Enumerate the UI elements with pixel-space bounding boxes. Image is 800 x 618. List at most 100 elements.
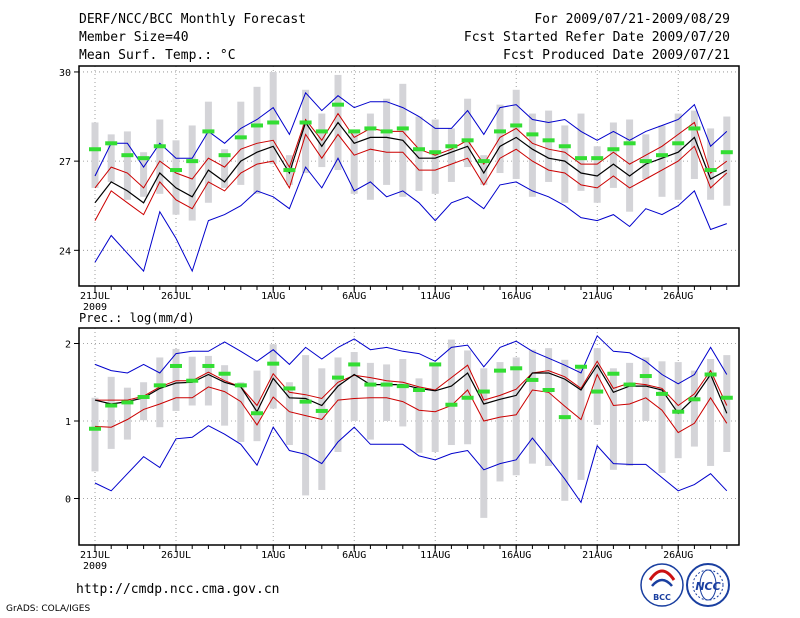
forecast-period-label: For 2009/07/21-2009/08/29 bbox=[534, 12, 730, 27]
temp-observed-mark bbox=[105, 141, 118, 146]
temp-observed-mark bbox=[267, 120, 280, 125]
prec-ensemble-box bbox=[302, 355, 310, 496]
temp-observed-mark bbox=[461, 138, 474, 143]
variable-label: Mean Surf. Temp.: °C bbox=[79, 48, 236, 63]
prec-ensemble-box bbox=[107, 376, 115, 449]
prec-x-tick-label: 6AUG bbox=[342, 550, 366, 561]
temp-ensemble-box bbox=[658, 125, 666, 197]
prec-ensemble-box bbox=[285, 382, 293, 446]
prec-ensemble-box bbox=[366, 362, 374, 440]
prec-ensemble-box bbox=[350, 352, 358, 421]
prec-ensemble-box bbox=[707, 359, 715, 466]
prec-max-line bbox=[94, 334, 728, 385]
temp-ensemble-box bbox=[512, 89, 520, 179]
prec-panel: 21JUL 26JUL 1AUG 6AUG 11AUG 16AUG 21AUG 26AUG20… bbox=[65, 327, 740, 572]
temp-x-tick-label: 21JUL bbox=[80, 291, 110, 302]
temp-x-tick-label: 1AUG bbox=[261, 291, 285, 302]
temp-observed-mark bbox=[672, 141, 685, 146]
prec-observed-mark bbox=[267, 361, 280, 366]
temp-ensemble-box bbox=[172, 140, 180, 215]
temp-observed-mark bbox=[623, 141, 636, 146]
temp-observed-mark bbox=[234, 135, 247, 140]
temp-observed-mark bbox=[526, 132, 539, 137]
prec-ensemble-box bbox=[172, 348, 180, 411]
temp-year-label: 2009 bbox=[83, 302, 107, 313]
temp-observed-mark bbox=[202, 129, 215, 134]
temp-observed-mark bbox=[251, 123, 263, 128]
temp-ensemble-box bbox=[674, 113, 682, 200]
prec-observed-mark bbox=[542, 388, 555, 392]
temp-ensemble-box bbox=[188, 125, 196, 221]
temp-ensemble-box bbox=[642, 134, 650, 179]
temp-x-tick-label: 11AUG bbox=[420, 291, 450, 302]
temp-ensemble-box bbox=[707, 128, 715, 200]
website-link[interactable]: http://cmdp.ncc.cma.gov.cn bbox=[76, 582, 280, 597]
prec-observed-mark bbox=[234, 383, 247, 388]
temp-observed-mark bbox=[445, 144, 458, 149]
bcc-logo-swirl bbox=[648, 569, 676, 581]
prec-observed-mark bbox=[429, 362, 442, 367]
temp-observed-mark bbox=[348, 129, 361, 134]
prec-observed-mark bbox=[348, 362, 361, 367]
prec-observed-mark bbox=[283, 386, 296, 391]
prec-ensemble-box bbox=[642, 357, 650, 421]
temp-observed-mark bbox=[186, 159, 199, 164]
temp-ensemble-box bbox=[366, 113, 374, 200]
forecast-produced-label: Fcst Produced Date 2009/07/21 bbox=[503, 48, 730, 63]
prec-ensemble-box bbox=[318, 368, 326, 490]
prec-observed-mark bbox=[105, 403, 118, 408]
prec-observed-mark bbox=[89, 426, 101, 431]
prec-observed-mark bbox=[445, 402, 458, 407]
prec-observed-mark bbox=[413, 388, 425, 392]
temp-x-tick-label: 21AUG bbox=[582, 291, 612, 302]
temp-observed-mark bbox=[720, 150, 733, 155]
prec-ensemble-box bbox=[204, 355, 212, 406]
prec-ensemble-box bbox=[545, 348, 553, 466]
prec-x-tick-label: 11AUG bbox=[420, 550, 450, 561]
temp-q75-line bbox=[94, 112, 728, 189]
temp-observed-mark bbox=[396, 126, 409, 131]
prec-ensemble-box bbox=[593, 348, 601, 425]
prec-q75-line bbox=[95, 360, 728, 407]
temp-observed-mark bbox=[137, 156, 150, 161]
temp-observed-mark bbox=[283, 168, 296, 173]
ncc-logo: NCC bbox=[686, 563, 730, 607]
prec-observed-mark bbox=[186, 378, 199, 383]
prec-observed-mark bbox=[364, 382, 377, 387]
prec-y-tick-label: 1 bbox=[65, 417, 71, 428]
temp-ensemble-box bbox=[156, 119, 164, 194]
temp-ensemble-box bbox=[221, 149, 229, 188]
prec-ensemble-box bbox=[609, 368, 617, 470]
temp-q25-line bbox=[94, 133, 728, 221]
temp-ensemble-box bbox=[545, 110, 553, 182]
temp-ensemble-box bbox=[204, 101, 212, 203]
temp-ensemble-box bbox=[383, 98, 391, 185]
prec-x-tick-label: 26AUG bbox=[663, 550, 693, 561]
temp-observed-mark bbox=[299, 120, 312, 125]
bcc-logo-swirl-inner bbox=[651, 578, 673, 587]
prec-x-tick-label: 21AUG bbox=[582, 550, 612, 561]
prec-ensemble-box bbox=[496, 362, 504, 482]
temp-ensemble-box bbox=[253, 86, 261, 194]
prec-ensemble-box bbox=[561, 359, 569, 501]
temp-ensemble-box bbox=[561, 125, 569, 203]
prec-ensemble-box bbox=[447, 339, 455, 446]
prec-x-tick-label: 21JUL bbox=[80, 550, 110, 561]
temp-plot-frame bbox=[78, 65, 740, 287]
prec-observed-mark bbox=[688, 397, 701, 402]
bcc-logo-text: BCC bbox=[653, 593, 671, 602]
prec-observed-mark bbox=[510, 366, 523, 371]
temp-observed-mark bbox=[121, 153, 134, 158]
prec-x-tick-label: 1AUG bbox=[261, 550, 285, 561]
temp-observed-mark bbox=[542, 138, 555, 143]
temp-ensemble-box bbox=[626, 119, 634, 212]
temp-observed-mark bbox=[153, 144, 166, 149]
prec-observed-mark bbox=[672, 409, 685, 414]
prec-ensemble-box bbox=[528, 349, 536, 464]
temp-observed-mark bbox=[218, 153, 231, 158]
temp-ensemble-box bbox=[464, 98, 472, 168]
prec-ensemble-box bbox=[415, 378, 423, 453]
prec-ensemble-box bbox=[658, 361, 666, 473]
temp-observed-mark bbox=[494, 129, 506, 134]
